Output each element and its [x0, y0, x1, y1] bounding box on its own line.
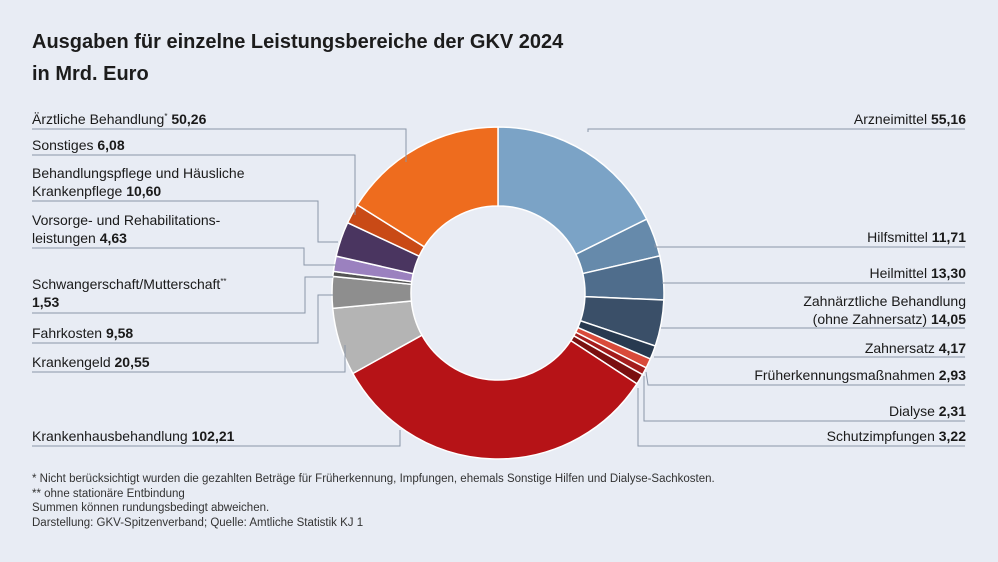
label-krankengeld: Krankengeld 20,55: [32, 353, 150, 371]
label-arzneimittel-value: 55,16: [930, 111, 966, 127]
label-krankengeld-value: 20,55: [114, 354, 150, 370]
label-aerztlich-mark: *: [164, 112, 168, 121]
label-schutzimpfungen-value: 3,22: [938, 428, 966, 444]
label-vorsorge-line2: leistungen: [32, 230, 96, 246]
leader-line-fahrkosten: [32, 294, 333, 344]
label-zahnersatz: Zahnersatz 4,17: [865, 339, 966, 357]
label-behandlungspflege-line1: Behandlungspflege und Häusliche: [32, 165, 245, 181]
label-vorsorge-value: 4,63: [99, 230, 127, 246]
label-behandlungspflege-line2: Krankenpflege: [32, 183, 123, 199]
label-dialyse-value: 2,31: [938, 403, 966, 419]
leader-line-krankengeld: [32, 345, 346, 373]
label-zahnaerztlich: Zahnärztliche Behandlung (ohne Zahnersat…: [803, 292, 966, 328]
label-zahnersatz-value: 4,17: [938, 340, 966, 356]
leader-line-krankenhaus: [32, 430, 401, 447]
label-zahnaerztlich-line2: (ohne Zahnersatz): [812, 311, 928, 327]
label-behandlungspflege: Behandlungspflege und Häusliche Krankenp…: [32, 164, 245, 200]
leader-line-aerztlich: [32, 128, 407, 162]
label-fahrkosten: Fahrkosten 9,58: [32, 324, 133, 342]
label-hilfsmittel-name: Hilfsmittel: [867, 229, 928, 245]
chart-title: Ausgaben für einzelne Leistungsbereiche …: [32, 26, 563, 90]
footnote-source: Darstellung: GKV-Spitzenverband; Quelle:…: [32, 516, 364, 529]
label-fahrkosten-value: 9,58: [105, 325, 134, 341]
slice-aerztlich: [356, 126, 499, 248]
label-fahrkosten-name: Fahrkosten: [32, 325, 103, 341]
label-schutzimpfungen: Schutzimpfungen 3,22: [827, 427, 966, 445]
leader-line-frueherkennung: [645, 371, 965, 386]
label-sonstiges-name: Sonstiges: [32, 137, 94, 153]
leader-line-dialyse: [643, 376, 965, 422]
label-vorsorge: Vorsorge- und Rehabilitations- leistunge…: [32, 211, 220, 247]
footnote-2: ** ohne stationäre Entbindung: [32, 487, 185, 500]
label-schwangerschaft-value: 1,53: [32, 294, 60, 310]
label-schutzimpfungen-name: Schutzimpfungen: [826, 428, 935, 444]
label-aerztlich: Ärztliche Behandlung* 50,26: [32, 110, 206, 128]
leader-line-vorsorge: [32, 247, 336, 266]
footnote-3: Summen können rundungsbedingt abweichen.: [32, 502, 270, 514]
label-zahnaerztlich-line1: Zahnärztliche Behandlung: [803, 293, 966, 309]
leader-line-schwangerschaft: [32, 276, 333, 314]
leader-line-schutzimpfungen: [637, 388, 965, 447]
label-heilmittel-value: 13,30: [930, 265, 966, 281]
label-sonstiges: Sonstiges 6,08: [32, 136, 125, 154]
label-krankenhaus: Krankenhausbehandlung 102,21: [32, 427, 234, 445]
label-heilmittel-name: Heilmittel: [869, 265, 928, 281]
label-behandlungspflege-value: 10,60: [126, 183, 162, 199]
chart-title-line1: Ausgaben für einzelne Leistungsbereiche …: [32, 31, 564, 53]
label-arzneimittel-name: Arzneimittel: [853, 111, 928, 127]
label-arzneimittel: Arzneimittel 55,16: [854, 110, 966, 128]
leader-line-sonstiges: [32, 154, 356, 215]
label-zahnersatz-name: Zahnersatz: [864, 340, 935, 356]
footnote-1: * Nicht berücksichtigt wurden die gezahl…: [32, 473, 715, 485]
label-dialyse-name: Dialyse: [888, 403, 935, 419]
label-frueherkennung-name: Früherkennungsmaßnahmen: [754, 367, 935, 383]
label-schwangerschaft-mark: **: [220, 277, 227, 286]
label-zahnaerztlich-value: 14,05: [930, 311, 966, 327]
chart-subtitle-unit: in Mrd. Euro: [32, 63, 149, 85]
leader-line-hilfsmittel: [654, 244, 965, 248]
label-frueherkennung: Früherkennungsmaßnahmen 2,93: [754, 366, 966, 384]
slice-krankenhaus: [351, 334, 638, 460]
label-aerztlich-name: Ärztliche Behandlung: [32, 111, 165, 127]
label-sonstiges-value: 6,08: [97, 137, 125, 153]
leader-line-behandlungspflege: [32, 200, 338, 243]
label-aerztlich-value: 50,26: [171, 111, 207, 127]
label-vorsorge-line1: Vorsorge- und Rehabilitations-: [32, 212, 221, 228]
label-krankenhaus-name: Krankenhausbehandlung: [32, 428, 188, 444]
footnotes: * Nicht berücksichtigt wurden die gezahl…: [32, 472, 715, 530]
label-hilfsmittel-value: 11,71: [931, 229, 966, 245]
label-dialyse: Dialyse 2,31: [889, 402, 966, 420]
slice-arzneimittel: [497, 126, 648, 256]
label-schwangerschaft: Schwangerschaft/Mutterschaft** 1,53: [32, 275, 227, 311]
label-frueherkennung-value: 2,93: [938, 367, 966, 383]
label-heilmittel: Heilmittel 13,30: [869, 264, 966, 282]
label-hilfsmittel: Hilfsmittel 11,71: [867, 228, 966, 246]
label-schwangerschaft-name: Schwangerschaft/Mutterschaft: [32, 276, 221, 292]
leader-line-arzneimittel: [587, 128, 965, 132]
label-krankenhaus-value: 102,21: [191, 428, 235, 444]
label-krankengeld-name: Krankengeld: [32, 354, 111, 370]
